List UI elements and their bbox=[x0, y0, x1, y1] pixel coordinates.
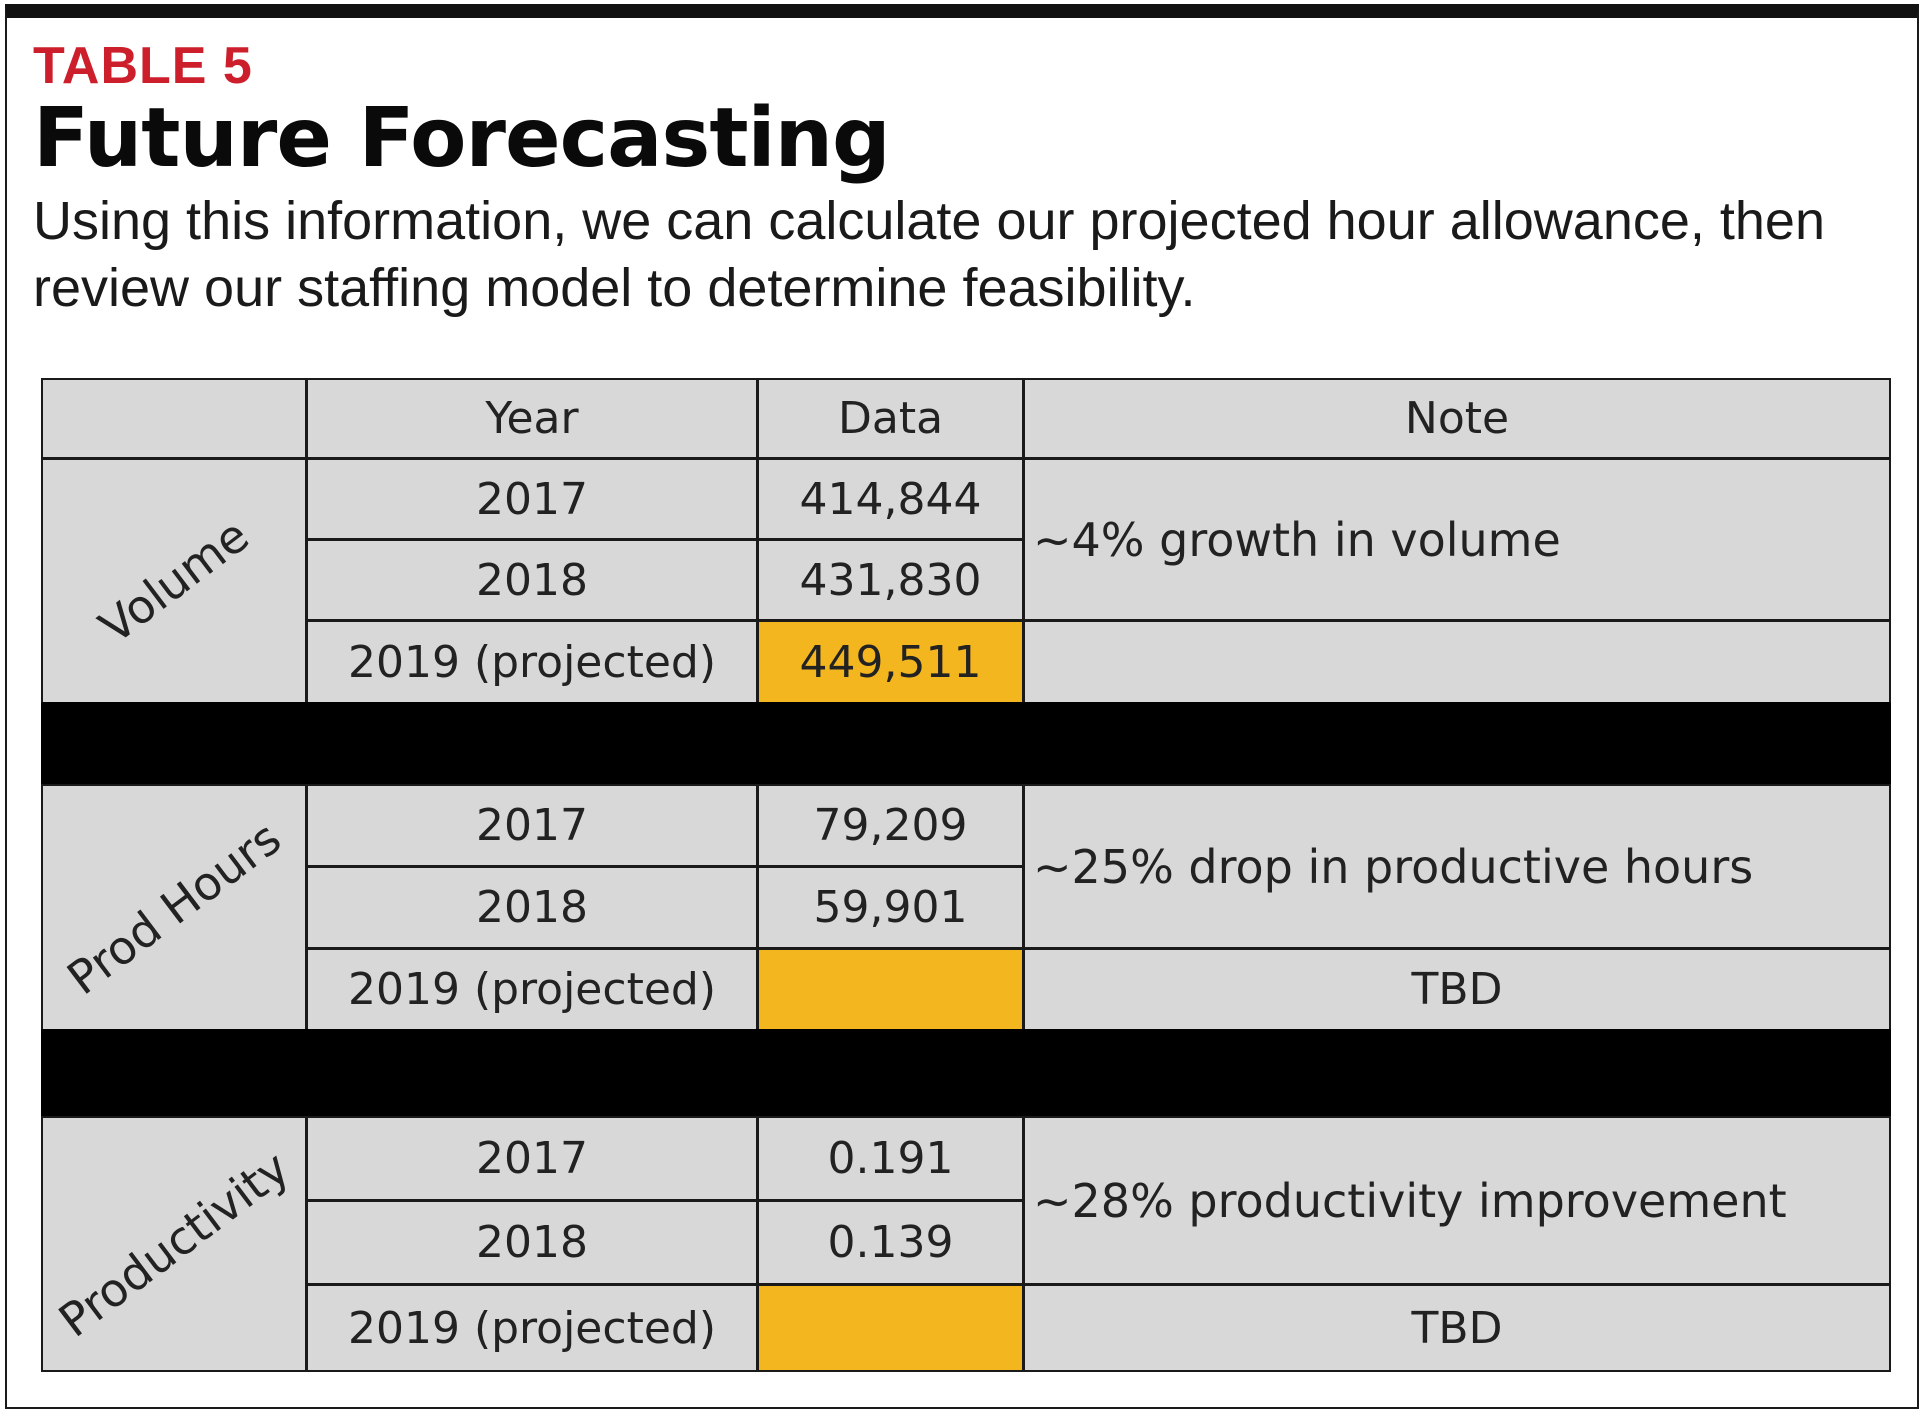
year-cell: 2018 bbox=[308, 541, 756, 619]
year-cell: 2018 bbox=[308, 1202, 756, 1283]
data-cell-projected bbox=[759, 950, 1022, 1029]
data-cell: 431,830 bbox=[759, 541, 1022, 619]
year-cell-projected: 2019 (projected) bbox=[308, 950, 756, 1029]
data-cell-projected bbox=[759, 1286, 1022, 1370]
page-title: Future Forecasting bbox=[33, 91, 891, 186]
page-subtitle: Using this information, we can calculate… bbox=[33, 191, 1825, 318]
year-cell: 2017 bbox=[308, 460, 756, 538]
note-cell: ~25% drop in productive hours bbox=[1025, 786, 1889, 947]
data-cell: 79,209 bbox=[759, 786, 1022, 865]
header-cell-data: Data bbox=[759, 380, 1022, 457]
note-cell-projected: TBD bbox=[1025, 950, 1889, 1029]
note-cell: ~28% productivity improvement bbox=[1025, 1118, 1889, 1283]
year-cell-projected: 2019 (projected) bbox=[308, 622, 756, 702]
section-divider bbox=[41, 702, 1891, 784]
section-divider bbox=[41, 1029, 1891, 1116]
category-cell-productivity: Productivity bbox=[43, 1118, 305, 1370]
category-cell-prod-hours: Prod Hours bbox=[43, 786, 305, 1029]
category-cell-volume: Volume bbox=[43, 460, 305, 702]
category-label: Productivity bbox=[48, 1140, 300, 1348]
year-cell-projected: 2019 (projected) bbox=[308, 1286, 756, 1370]
category-label: Volume bbox=[89, 507, 259, 655]
table-number-label: TABLE 5 bbox=[33, 37, 253, 95]
category-label: Prod Hours bbox=[57, 810, 291, 1005]
data-cell: 0.191 bbox=[759, 1118, 1022, 1199]
note-cell-projected: TBD bbox=[1025, 1286, 1889, 1370]
header-cell-year: Year bbox=[308, 380, 756, 457]
year-cell: 2018 bbox=[308, 868, 756, 947]
data-cell: 414,844 bbox=[759, 460, 1022, 538]
note-cell: ~4% growth in volume bbox=[1025, 460, 1889, 619]
note-cell-projected bbox=[1025, 622, 1889, 702]
header-cell-blank bbox=[43, 380, 305, 457]
year-cell: 2017 bbox=[308, 1118, 756, 1199]
data-cell: 0.139 bbox=[759, 1202, 1022, 1283]
forecast-table: Year Data Note Volume 2017 414,844 2018 … bbox=[41, 378, 1891, 1372]
header-cell-note: Note bbox=[1025, 380, 1889, 457]
data-cell: 59,901 bbox=[759, 868, 1022, 947]
year-cell: 2017 bbox=[308, 786, 756, 865]
data-cell-projected: 449,511 bbox=[759, 622, 1022, 702]
